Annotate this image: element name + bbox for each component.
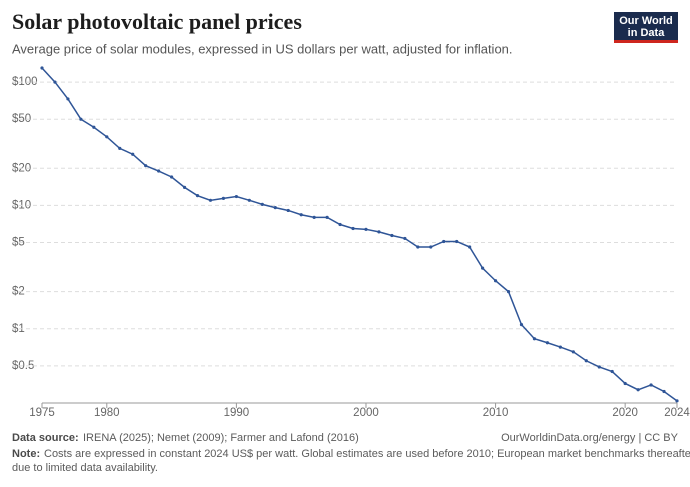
point (649, 383, 653, 387)
logo-text: in Data (628, 27, 666, 39)
point (157, 169, 161, 173)
x-tick-label: 2020 (612, 407, 638, 419)
chart-subtitle: Average price of solar modules, expresse… (12, 41, 513, 56)
point (66, 97, 70, 101)
point (221, 196, 226, 200)
point (416, 245, 420, 249)
point (429, 245, 433, 249)
point (118, 146, 122, 150)
point (390, 233, 394, 238)
point (377, 230, 381, 234)
point (312, 215, 316, 219)
point (468, 245, 472, 249)
point (182, 185, 187, 189)
point (247, 198, 251, 202)
point (532, 337, 537, 341)
point (519, 323, 524, 327)
point (53, 80, 57, 84)
point (234, 194, 238, 199)
point (286, 208, 290, 213)
point (558, 345, 562, 349)
note: Costs are expressed in constant 2024 US$… (44, 448, 690, 460)
y-tick-label: $5 (12, 237, 25, 249)
point (493, 279, 498, 283)
point (364, 227, 368, 231)
point (675, 399, 679, 403)
point (351, 226, 355, 231)
point (571, 350, 575, 354)
source: IRENA (2025); Nemet (2009); Farmer and L… (83, 432, 359, 444)
y-tick-label: $1 (12, 323, 25, 335)
point (403, 236, 407, 241)
point (40, 66, 44, 70)
x-tick-label: 2024 (664, 407, 690, 419)
point (338, 222, 342, 227)
point (325, 215, 329, 219)
point (299, 213, 303, 217)
note: due to limited data availability. (12, 462, 158, 474)
point (273, 205, 277, 210)
point (260, 202, 264, 206)
point (195, 194, 200, 198)
y-tick-label: $100 (12, 76, 38, 88)
point (442, 239, 446, 244)
source-label: Data source: (12, 432, 79, 444)
logo-box (614, 12, 678, 42)
y-tick-label: $0.5 (12, 360, 34, 372)
point (506, 290, 511, 294)
point (92, 125, 96, 129)
x-tick-label: 2010 (483, 407, 509, 419)
chart-title: Solar photovoltaic panel prices (12, 9, 302, 34)
y-tick-label: $2 (12, 286, 25, 298)
point (597, 365, 601, 369)
point (79, 117, 83, 121)
x-tick-label: 1980 (94, 407, 120, 419)
site: OurWorldinData.org/energy | CC BY (501, 432, 679, 444)
x-tick-label: 2000 (353, 407, 379, 419)
logo-text: Our World (619, 15, 673, 27)
point (144, 164, 148, 168)
point (481, 266, 485, 270)
point (636, 388, 640, 392)
x-tick-label: 1975 (29, 407, 55, 419)
point (105, 135, 109, 139)
point (662, 389, 666, 394)
logo-underline (614, 40, 678, 43)
point (623, 381, 627, 386)
point (584, 359, 588, 363)
point (455, 239, 459, 244)
line (41, 67, 678, 402)
point (169, 175, 174, 179)
point (545, 341, 550, 345)
point (208, 198, 213, 202)
note-label: Note: (12, 448, 40, 460)
point (131, 152, 135, 156)
point (610, 369, 614, 374)
x-tick-label: 1990 (224, 407, 250, 419)
logo: Our World in Data (614, 12, 678, 43)
